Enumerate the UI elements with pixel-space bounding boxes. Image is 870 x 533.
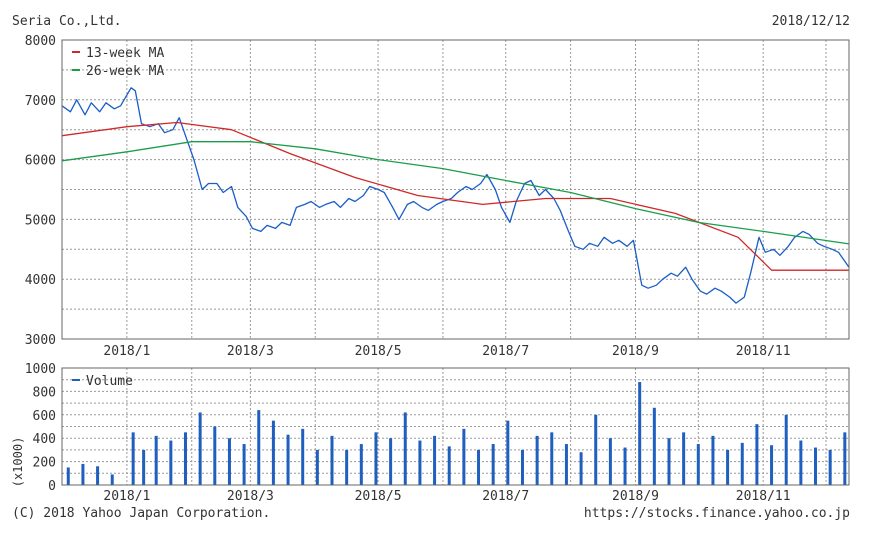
volume-ytick-label: 1000 — [25, 362, 56, 377]
volume-bar — [418, 440, 422, 485]
source-url: https://stocks.finance.yahoo.co.jp — [583, 506, 850, 521]
volume-bar — [667, 438, 671, 485]
company-name: Seria Co.,Ltd. — [12, 14, 122, 29]
volume-ytick-label: 0 — [48, 479, 56, 494]
volume-bar — [227, 438, 231, 485]
volume-bar — [462, 428, 466, 485]
legend-label: 13-week MA — [86, 46, 164, 61]
volume-ylabel: (x1000) — [11, 437, 25, 488]
volume-xtick-label: 2018/7 — [482, 489, 529, 504]
price-lines — [61, 87, 850, 304]
volume-bar — [301, 428, 305, 485]
volume-bar — [286, 434, 290, 485]
volume-bar — [66, 467, 70, 485]
volume-bar — [828, 449, 832, 485]
volume-bar — [169, 440, 173, 485]
volume-bar — [447, 446, 451, 485]
price-ytick-label: 6000 — [25, 154, 56, 169]
volume-bar — [433, 435, 437, 485]
price-ytick-label: 4000 — [25, 273, 56, 288]
price-grid — [62, 40, 849, 339]
volume-xtick-label: 2018/3 — [227, 489, 274, 504]
copyright-text: (C) 2018 Yahoo Japan Corporation. — [12, 506, 271, 521]
volume-bar — [131, 432, 135, 485]
volume-xtick-label: 2018/5 — [355, 489, 402, 504]
volume-bar — [711, 435, 715, 485]
volume-bar — [814, 447, 818, 485]
price-xtick-label: 2018/11 — [736, 344, 791, 359]
volume-xtick-label: 2018/11 — [736, 489, 791, 504]
volume-bar — [491, 444, 495, 485]
price-xtick-label: 2018/3 — [227, 344, 274, 359]
volume-bar — [403, 412, 407, 485]
volume-bar — [81, 463, 85, 485]
ma13-line — [61, 121, 849, 271]
price-line — [61, 87, 850, 304]
volume-bar — [652, 407, 656, 485]
volume-bar — [330, 435, 334, 485]
legend-label: 26-week MA — [86, 64, 164, 79]
volume-xtick-label: 2018/9 — [612, 489, 659, 504]
volume-ytick-label: 400 — [33, 432, 56, 447]
volume-bar — [213, 426, 217, 485]
volume-bar — [535, 435, 539, 485]
volume-grid — [62, 368, 849, 485]
volume-bar — [374, 432, 378, 485]
volume-ytick-label: 600 — [33, 409, 56, 424]
volume-bar — [345, 449, 349, 485]
volume-bar — [594, 414, 598, 485]
volume-bar — [755, 424, 759, 485]
volume-bar — [550, 432, 554, 485]
volume-bar — [740, 442, 744, 485]
volume-bar — [198, 412, 202, 485]
price-ytick-label: 7000 — [25, 94, 56, 109]
volume-bar — [520, 449, 524, 485]
volume-ytick-label: 200 — [33, 456, 56, 471]
volume-bar — [315, 449, 319, 485]
price-ytick-label: 5000 — [25, 213, 56, 228]
volume-xtick-label: 2018/1 — [103, 489, 150, 504]
price-xtick-label: 2018/5 — [355, 344, 402, 359]
volume-bars — [66, 382, 847, 485]
price-xtick-label: 2018/1 — [103, 344, 150, 359]
volume-frame — [61, 367, 850, 486]
price-frame — [61, 39, 850, 340]
volume-bar — [257, 410, 261, 485]
volume-bar — [770, 445, 774, 485]
volume-bar — [110, 474, 114, 485]
volume-bar — [623, 447, 627, 485]
volume-bar — [696, 444, 700, 485]
legend-label: Volume — [86, 374, 133, 389]
volume-bar — [799, 440, 803, 485]
volume-legend: Volume — [72, 374, 133, 389]
volume-bar — [608, 438, 612, 485]
axis-labels: 8000 7000 6000 5000 4000 3000 1000 800 600 400 200… — [11, 34, 791, 504]
volume-bar — [477, 449, 481, 485]
volume-bar — [843, 432, 847, 485]
volume-bar — [682, 432, 686, 485]
volume-bar — [242, 444, 246, 485]
volume-bar — [359, 444, 363, 485]
price-xtick-label: 2018/7 — [482, 344, 529, 359]
price-ytick-label: 3000 — [25, 333, 56, 348]
volume-bar — [579, 452, 583, 485]
volume-bar — [506, 420, 510, 485]
volume-ytick-label: 800 — [33, 385, 56, 400]
volume-bar — [96, 466, 100, 485]
chart-date: 2018/12/12 — [771, 14, 850, 29]
price-xtick-label: 2018/9 — [612, 344, 659, 359]
volume-bar — [389, 438, 393, 485]
volume-bar — [784, 414, 788, 485]
volume-bar — [638, 382, 642, 485]
volume-bar — [142, 449, 146, 485]
volume-bar — [154, 435, 158, 485]
volume-bar — [726, 449, 730, 485]
volume-bar — [183, 432, 187, 485]
volume-bar — [564, 444, 568, 485]
price-ytick-label: 8000 — [25, 34, 56, 49]
price-legend: 13-week MA 26-week MA — [72, 46, 164, 79]
volume-bar — [271, 420, 275, 485]
ma26-line — [61, 141, 850, 245]
